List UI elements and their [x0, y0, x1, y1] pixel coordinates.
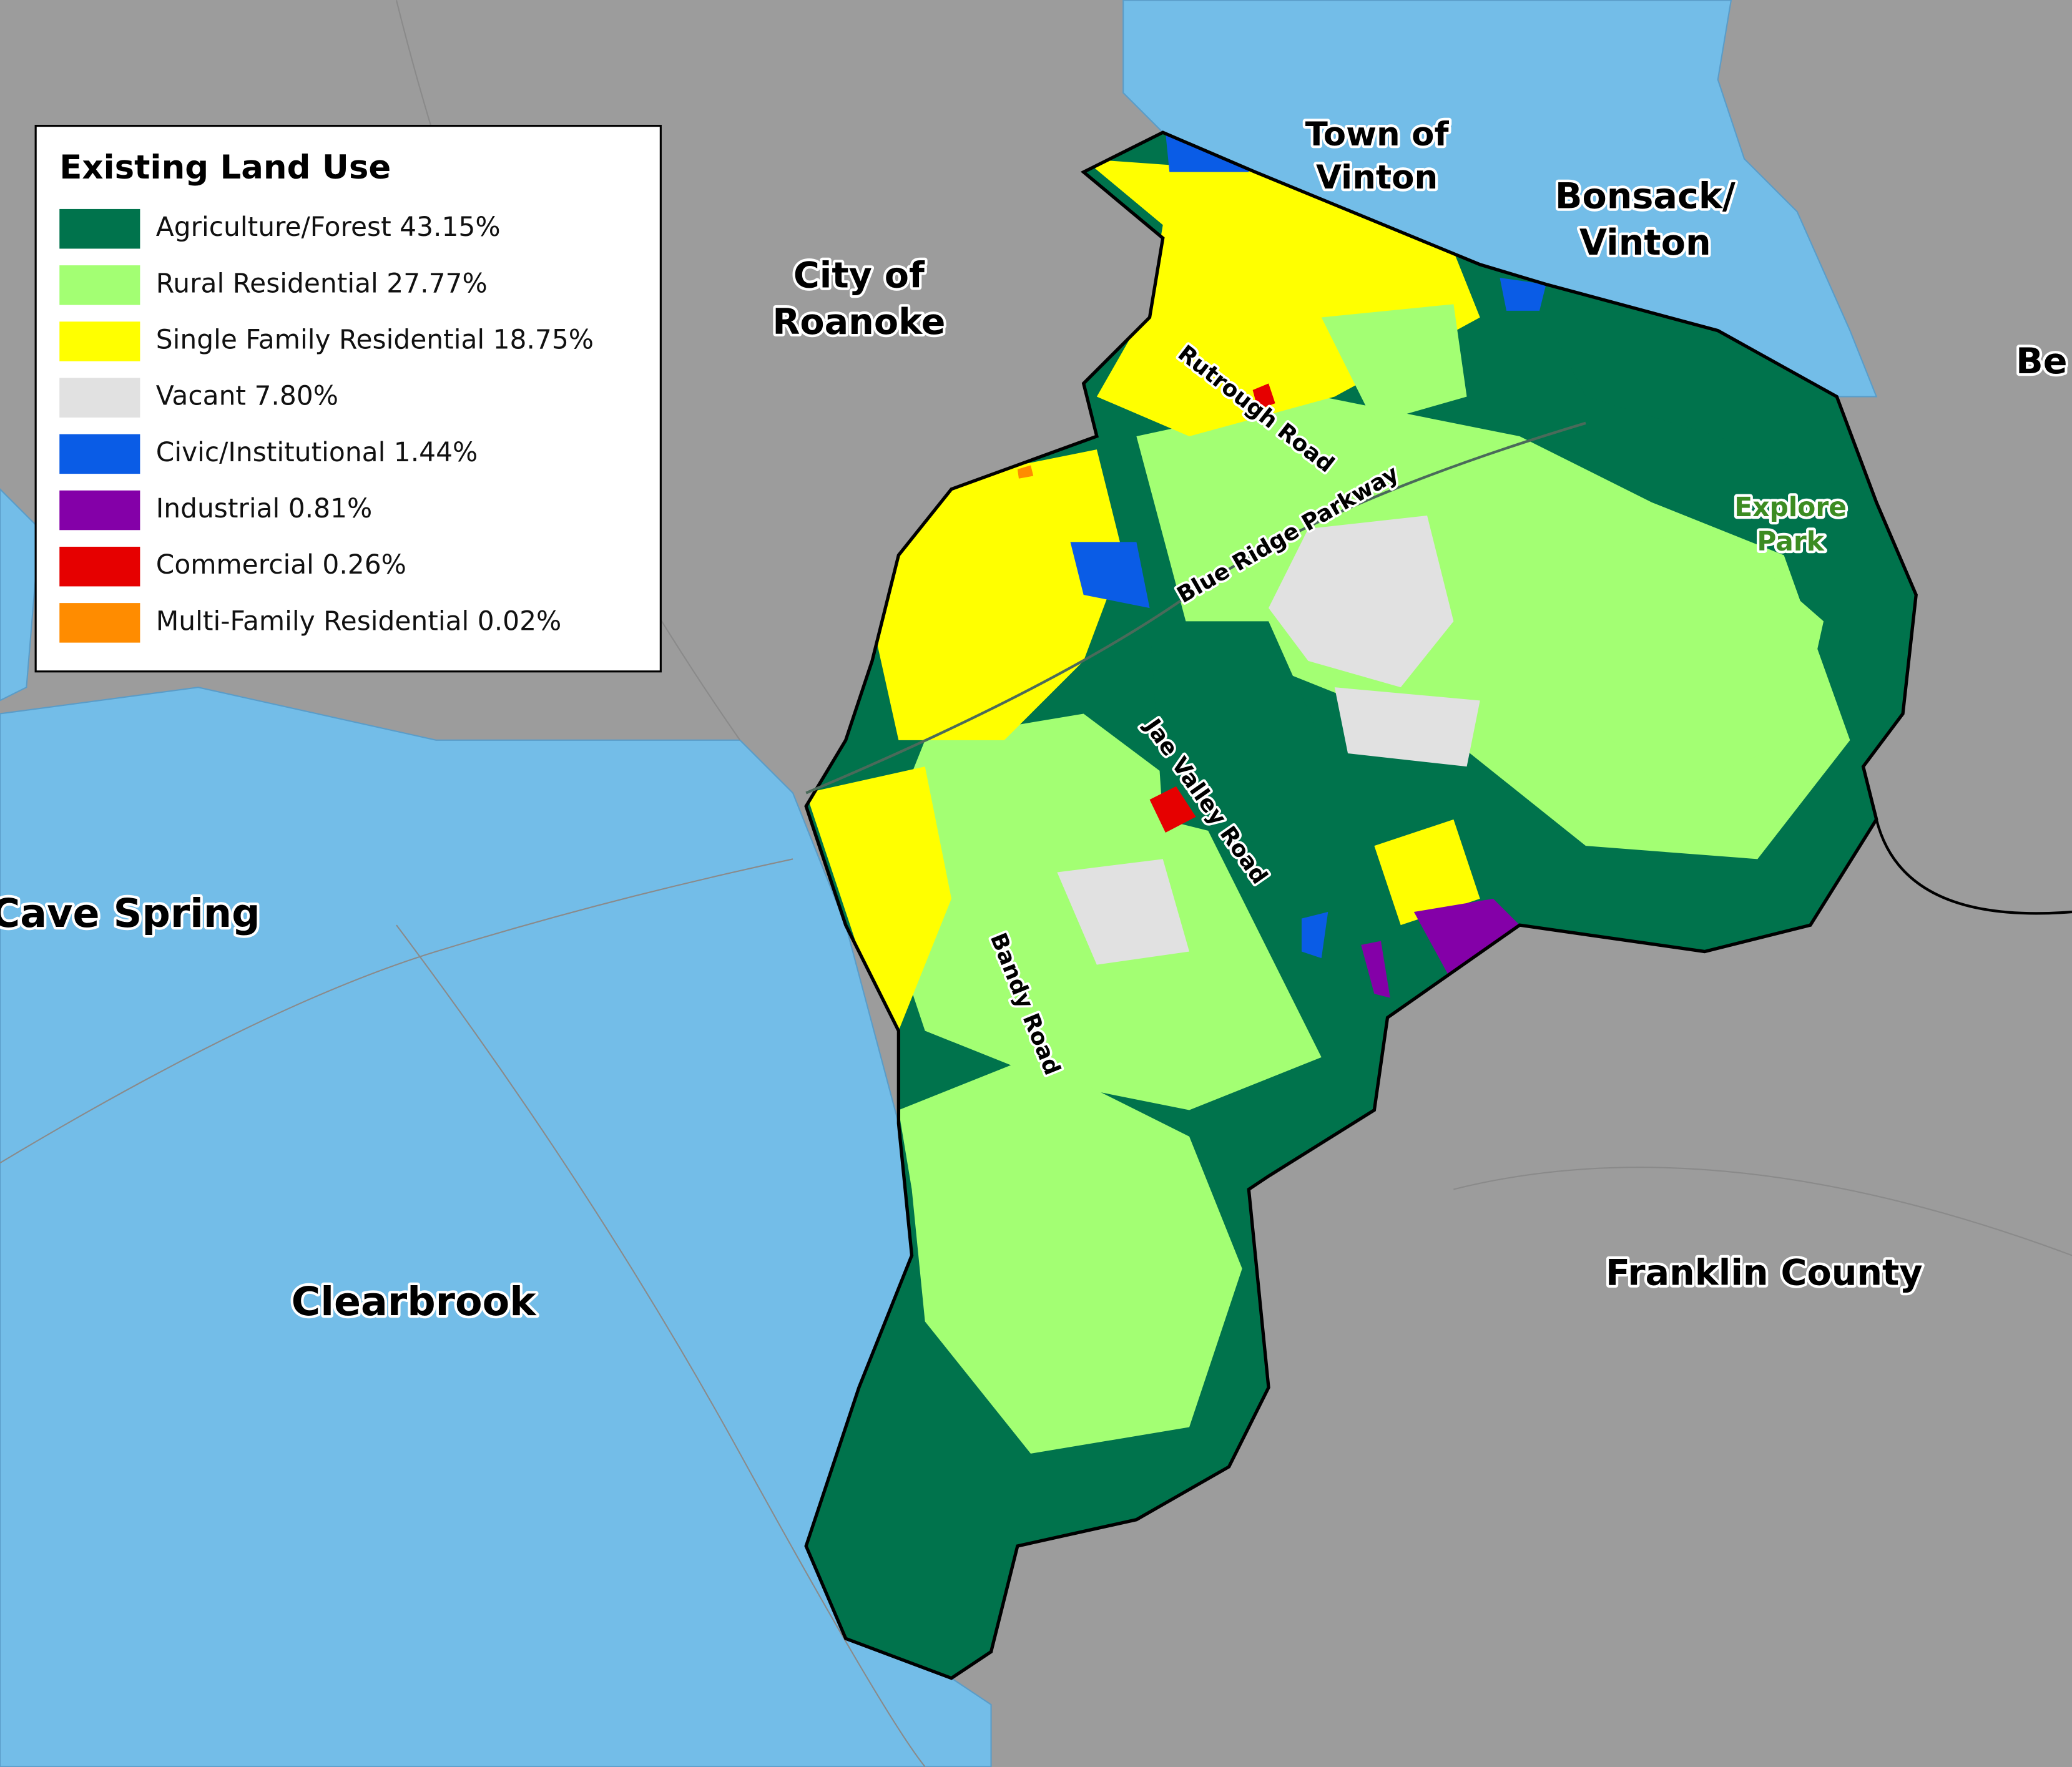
land-parcel	[1413, 898, 1520, 985]
land-parcel	[1017, 465, 1034, 479]
place-label: Roanoke	[772, 301, 945, 343]
land-parcel	[1070, 542, 1150, 609]
place-label: Vinton	[1316, 159, 1438, 197]
legend-label: Single Family Residential 18.75%	[156, 325, 594, 355]
land-parcel	[1334, 687, 1480, 767]
land-parcel	[1301, 912, 1328, 959]
land-parcel	[872, 449, 1124, 740]
legend-swatch	[59, 546, 140, 587]
land-parcel	[1252, 383, 1275, 410]
land-parcel	[1149, 621, 1322, 846]
legend-swatch	[59, 321, 140, 361]
study-boundary	[804, 130, 1918, 1680]
land-parcel	[1374, 819, 1480, 926]
legend-label: Vacant 7.80%	[156, 381, 338, 411]
west-area	[0, 488, 41, 702]
legend-swatch	[59, 265, 140, 305]
legend: Existing Land Use Agriculture/Forest 43.…	[34, 124, 662, 673]
road	[1453, 1167, 2072, 1256]
boundary	[1875, 819, 2072, 915]
legend-label: Civic/Institutional 1.44%	[156, 437, 478, 467]
legend-swatch	[59, 603, 140, 643]
legend-swatch	[59, 490, 140, 531]
land-parcel	[1500, 277, 1546, 311]
place-label: Town of	[1305, 115, 1450, 154]
place-label: Park	[1757, 526, 1824, 557]
place-label: Cave Spring	[0, 890, 260, 936]
legend-swatch	[59, 378, 140, 418]
place-label: Bonsack/	[1555, 176, 1736, 217]
land-parcel	[898, 1057, 1242, 1454]
legend-swatch	[59, 434, 140, 474]
land-parcel	[1149, 786, 1196, 833]
road	[0, 858, 793, 1164]
legend-swatch	[59, 208, 140, 249]
land-parcel	[1533, 291, 1877, 502]
land-parcel	[1559, 529, 1824, 793]
legend-label: Rural Residential 27.77%	[156, 268, 488, 298]
legend-title: Existing Land Use	[59, 149, 391, 187]
legend-label: Agriculture/Forest 43.15%	[156, 212, 501, 242]
place-label: Be	[2016, 341, 2067, 382]
legend-label: Commercial 0.26%	[156, 549, 406, 580]
place-label: Explore	[1734, 492, 1847, 522]
land-parcel	[1321, 304, 1467, 423]
land-parcel	[806, 766, 952, 1031]
legend-label: Multi-Family Residential 0.02%	[156, 605, 561, 636]
land-parcel	[1269, 515, 1454, 688]
place-label: Clearbrook	[292, 1278, 538, 1324]
place-label: Vinton	[1579, 222, 1711, 263]
place-label: City of	[793, 255, 925, 296]
land-parcel	[1057, 859, 1190, 965]
parkway-line	[805, 421, 1586, 795]
road	[396, 924, 926, 1767]
neighboring-areas	[0, 0, 1878, 1767]
legend-label: Industrial 0.81%	[156, 493, 372, 524]
place-label: Franklin County	[1606, 1253, 1923, 1294]
land-parcel	[1361, 941, 1390, 998]
